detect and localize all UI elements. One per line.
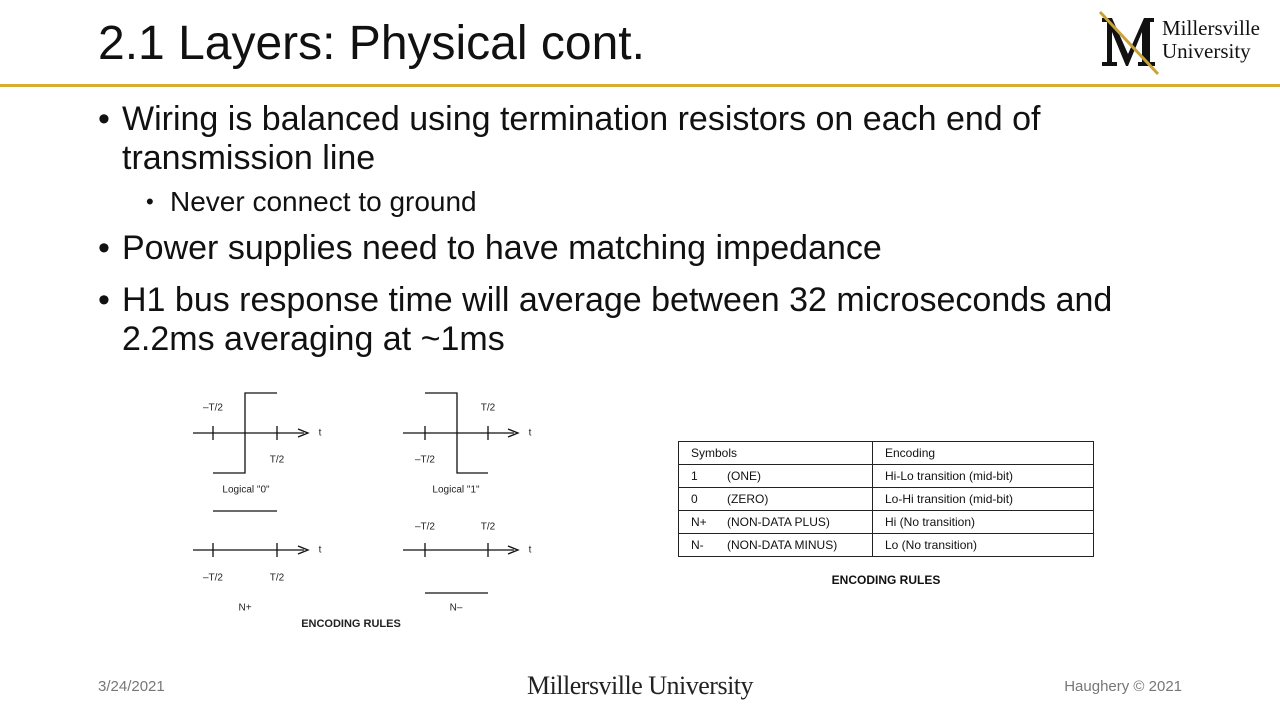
encoding-table: Symbols Encoding 1 (ONE) Hi-Lo transition … [678, 441, 1094, 557]
symbol-name: (NON-DATA PLUS) [727, 515, 830, 529]
table-header: Symbols Encoding [678, 441, 1094, 465]
header-cell: Symbols [678, 441, 873, 465]
tick-label: –T/2 [203, 403, 223, 414]
symbol-name: (ZERO) [727, 492, 769, 506]
table-row: 0 (ZERO) Lo-Hi transition (mid-bit) [678, 487, 1094, 511]
bullet: Power supplies need to have matching imp… [98, 229, 1158, 268]
bullet: Wiring is balanced using termination res… [98, 100, 1158, 178]
footer-date: 3/24/2021 [98, 678, 165, 695]
footer-credit: Haughery © 2021 [1064, 678, 1182, 695]
tick-label: T/2 [270, 573, 285, 584]
encoding-cell: Lo (No transition) [872, 533, 1094, 557]
logo-text: Millersville [1162, 16, 1260, 40]
symbol: N+ [691, 515, 707, 529]
slide-title: 2.1 Layers: Physical cont. [98, 17, 645, 70]
symbol-cell: 0 (ZERO) [678, 487, 873, 511]
panel-caption: Logical "1" [432, 485, 480, 496]
encoding-cell: Lo-Hi transition (mid-bit) [872, 487, 1094, 511]
waveform-panel: –T/2 T/2 t Logical "1" [403, 392, 532, 496]
logo-text: University [1162, 39, 1251, 63]
symbol: 1 [691, 469, 698, 483]
logo-mark [1098, 10, 1160, 76]
encoding-cell: Hi (No transition) [872, 510, 1094, 534]
symbol-cell: 1 (ONE) [678, 464, 873, 488]
header-rule [0, 84, 1280, 87]
table-row: N+ (NON-DATA PLUS) Hi (No transition) [678, 510, 1094, 534]
bullet: H1 bus response time will average betwee… [98, 281, 1158, 359]
symbol-cell: N+ (NON-DATA PLUS) [678, 510, 873, 534]
axis-label: t [319, 428, 322, 439]
symbol-cell: N- (NON-DATA MINUS) [678, 533, 873, 557]
waveform-panel: –T/2 T/2 t N– [403, 522, 532, 614]
tick-label: T/2 [481, 403, 496, 414]
table-caption: ENCODING RULES [831, 573, 941, 587]
tick-label: T/2 [270, 455, 285, 466]
panel-caption: N– [450, 603, 463, 614]
symbol: 0 [691, 492, 698, 506]
panel-caption: Logical "0" [222, 485, 270, 496]
axis-label: t [529, 428, 532, 439]
tick-label: T/2 [481, 522, 496, 533]
waveform-panel: –T/2 T/2 t N+ [193, 510, 322, 614]
symbol-name: (ONE) [727, 469, 761, 483]
footer-logo: Millersville University [526, 671, 754, 700]
tick-label: –T/2 [415, 455, 435, 466]
diagram-caption: ENCODING RULES [301, 618, 401, 630]
symbol: N- [691, 538, 704, 552]
table-row: N- (NON-DATA MINUS) Lo (No transition) [678, 533, 1094, 557]
symbol-name: (NON-DATA MINUS) [727, 538, 838, 552]
bullet-list: Wiring is balanced using termination res… [98, 100, 1158, 372]
sub-bullet: Never connect to ground [98, 185, 1158, 219]
tick-label: –T/2 [415, 522, 435, 533]
axis-label: t [529, 545, 532, 556]
encoding-cell: Hi-Lo transition (mid-bit) [872, 464, 1094, 488]
axis-label: t [319, 545, 322, 556]
table-row: 1 (ONE) Hi-Lo transition (mid-bit) [678, 464, 1094, 488]
panel-caption: N+ [238, 603, 251, 614]
tick-label: –T/2 [203, 573, 223, 584]
waveform-panel: –T/2 T/2 t Logical "0" [193, 392, 322, 496]
header-cell: Encoding [872, 441, 1094, 465]
